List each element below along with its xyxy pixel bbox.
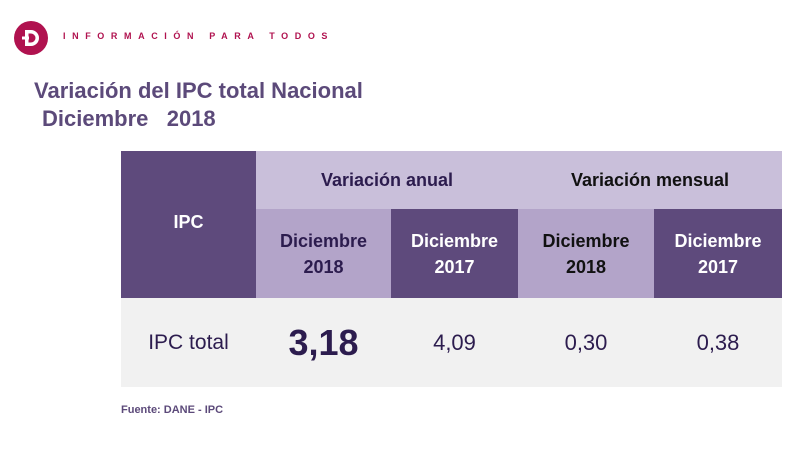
group-header-anual: Variación anual — [256, 151, 518, 209]
group-label: Variación anual — [320, 169, 454, 190]
col-line1: Diciembre — [279, 230, 368, 251]
value-mensual-2018: 0,30 — [564, 329, 608, 355]
row-label: IPC total — [148, 330, 229, 354]
col-line1: Diciembre — [542, 230, 630, 251]
col-line2: 2018 — [303, 256, 344, 277]
value-anual-2017: 4,09 — [433, 329, 476, 355]
tagline: INFORMACIÓN PARA TODOS — [63, 31, 335, 41]
col-header-mensual-2018: Diciembre 2018 — [518, 209, 654, 298]
col-header-anual-2017: Diciembre 2017 — [391, 209, 518, 298]
value-anual-2018: 3,18 — [288, 321, 359, 363]
value-mensual-2017: 0,38 — [696, 329, 740, 355]
page-title: Variación del IPC total Nacional — [34, 78, 363, 103]
table-row: IPC total 3,18 4,09 0,30 0,38 — [121, 298, 782, 387]
col-line1: Diciembre — [410, 230, 499, 251]
page-subtitle: Diciembre 2018 — [42, 106, 216, 131]
col-header-mensual-2017: Diciembre 2017 — [654, 209, 782, 298]
row-header-ipc: IPC — [121, 151, 256, 298]
source-footer: Fuente: DANE - IPC — [121, 404, 224, 416]
group-header-mensual: Variación mensual — [518, 151, 782, 209]
col-line1: Diciembre — [674, 230, 762, 251]
col-line2: 2017 — [697, 256, 739, 277]
col-line2: 2017 — [434, 256, 475, 277]
row-header-label: IPC — [173, 212, 204, 232]
col-header-anual-2018: Diciembre 2018 — [256, 209, 391, 298]
d-logo-icon — [22, 30, 39, 46]
col-line2: 2018 — [565, 256, 607, 277]
dane-logo — [14, 21, 48, 55]
group-label: Variación mensual — [570, 169, 730, 190]
